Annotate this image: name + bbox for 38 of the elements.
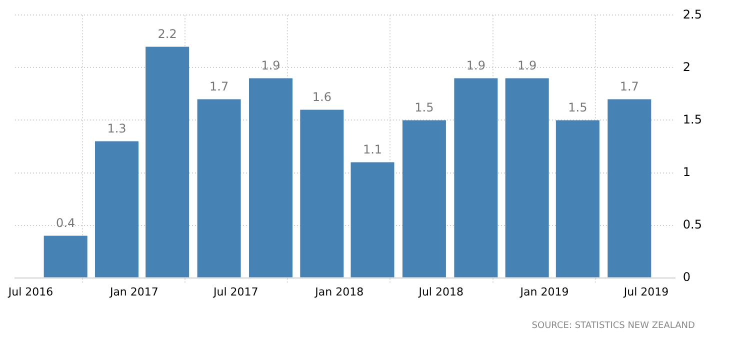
data-label: 1.7 <box>210 79 229 94</box>
x-tick-label: Jan 2019 <box>519 285 569 298</box>
bar <box>350 162 394 278</box>
bar <box>505 78 549 278</box>
data-label: 0.4 <box>56 216 76 230</box>
y-tick-label: 2 <box>682 60 691 74</box>
y-tick-label: 0.5 <box>682 217 702 232</box>
bar <box>44 236 88 278</box>
x-tick-label: Jul 2016 <box>7 285 54 298</box>
bar <box>454 78 498 278</box>
data-label: 1.9 <box>466 58 486 72</box>
bar <box>146 46 190 278</box>
data-label: 1.9 <box>518 58 537 72</box>
x-tick-label: Jan 2018 <box>314 285 364 298</box>
y-tick-label: 0 <box>682 270 691 284</box>
bar <box>94 141 138 278</box>
x-tick-label: Jul 2017 <box>212 285 258 298</box>
y-tick-label: 1.5 <box>682 112 702 126</box>
bar <box>556 120 600 278</box>
bar <box>608 99 652 278</box>
data-label: 1.1 <box>362 142 382 156</box>
data-label: 1.3 <box>107 121 126 136</box>
bar <box>402 120 446 278</box>
data-label: 1.5 <box>414 100 434 114</box>
bar <box>197 99 241 278</box>
data-label: 1.6 <box>312 90 332 104</box>
x-tick-label: Jul 2019 <box>622 285 669 298</box>
bar <box>249 78 293 278</box>
data-label: 1.7 <box>620 79 639 94</box>
data-label: 2.2 <box>158 26 177 41</box>
y-tick-label: 2.5 <box>682 7 702 22</box>
y-tick-label: 1 <box>682 164 691 179</box>
data-label: 1.5 <box>568 100 588 114</box>
source-note: SOURCE: STATISTICS NEW ZEALAND <box>532 321 695 331</box>
bar <box>300 110 344 278</box>
x-tick-label: Jan 2017 <box>108 285 158 298</box>
data-label: 1.9 <box>261 58 280 72</box>
x-tick-label: Jul 2018 <box>418 285 464 298</box>
